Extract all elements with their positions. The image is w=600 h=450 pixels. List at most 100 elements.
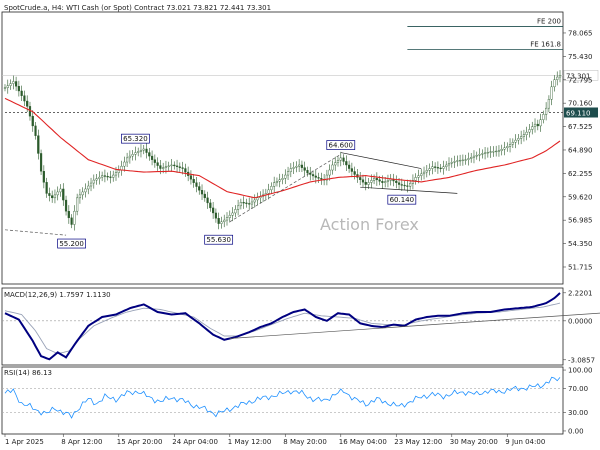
rsi-ytick-label: 100.00: [568, 367, 593, 375]
candle-body: [162, 167, 165, 169]
candle-body: [550, 86, 553, 100]
candle-body: [236, 205, 240, 210]
candle-body: [195, 182, 198, 187]
candle-body: [464, 159, 467, 161]
candle-body: [539, 119, 542, 127]
candle-body: [106, 176, 109, 178]
candle-body: [381, 181, 384, 183]
candle-body: [525, 131, 528, 135]
candle-body: [198, 186, 201, 191]
price-ytick-label: 67.525: [568, 123, 593, 131]
xtick-label: 16 May 04:00: [339, 438, 387, 446]
macd-signal-line: [4, 302, 561, 355]
price-ytick-label: 64.890: [568, 146, 593, 154]
candle-body: [414, 177, 417, 181]
candle-body: [306, 170, 309, 174]
candle-body: [109, 176, 112, 178]
trendline: [360, 186, 458, 194]
candle-body: [403, 184, 406, 187]
candle-body: [231, 212, 234, 216]
candle-body: [359, 177, 362, 180]
candle-body: [192, 178, 195, 183]
candle-body: [98, 176, 101, 179]
candle-body: [209, 202, 212, 209]
candle-body: [67, 210, 70, 219]
candle-body: [178, 166, 181, 168]
candle-body: [37, 135, 40, 154]
candle-body: [173, 164, 176, 167]
candle-body: [348, 164, 351, 169]
candle-body: [289, 168, 292, 172]
candle-body: [317, 177, 320, 179]
candle-body: [256, 197, 259, 201]
candle-body: [123, 161, 126, 167]
candle-body: [12, 81, 15, 84]
macd-line: [4, 292, 561, 361]
macd-ytick-label: -3.0857: [568, 356, 595, 364]
candle-body: [250, 201, 254, 205]
candle-body: [270, 186, 273, 191]
candle-body: [481, 153, 484, 155]
candle-body: [314, 175, 317, 178]
fib-level-label: FE 161.8: [530, 41, 561, 49]
candle-body: [545, 107, 548, 115]
candle-body: [114, 172, 118, 176]
candle-body: [200, 190, 204, 195]
candle-body: [78, 194, 82, 199]
candle-body: [242, 202, 245, 204]
candle-body: [23, 95, 26, 102]
candle-body: [17, 86, 20, 92]
current-price-label: 73.301: [566, 72, 591, 80]
candle-body: [181, 167, 184, 169]
candle-body: [400, 184, 403, 186]
point-label: 60.140: [390, 196, 415, 204]
rsi-ytick-label: 0.00: [568, 427, 584, 435]
candle-body: [542, 114, 545, 120]
candle-body: [212, 207, 215, 214]
candle-body: [278, 179, 281, 182]
candle-body: [467, 158, 470, 160]
level-badge: [564, 107, 598, 118]
candle-body: [203, 193, 206, 199]
candle-body: [478, 154, 481, 156]
candle-body: [239, 202, 242, 207]
candle-body: [48, 193, 51, 196]
candle-body: [167, 165, 170, 167]
candle-body: [367, 182, 370, 185]
candle-body: [361, 179, 365, 183]
candle-body: [101, 175, 104, 178]
candle-body: [284, 174, 287, 179]
candle-body: [217, 218, 220, 224]
candle-body: [245, 202, 248, 204]
moving-average-line: [4, 97, 561, 199]
point-label: 55.630: [206, 236, 231, 244]
candle-body: [76, 197, 79, 212]
trendline: [229, 154, 341, 223]
candle-body: [334, 162, 337, 166]
candle-body: [461, 159, 464, 161]
candle-body: [528, 129, 531, 133]
panel-frame-1: [1, 287, 564, 366]
moving-average: [4, 97, 561, 199]
price-ytick-label: 59.620: [568, 193, 593, 201]
candle-body: [311, 174, 315, 177]
candle-body: [553, 79, 556, 88]
candle-body: [531, 126, 534, 130]
candle-body: [364, 181, 367, 185]
rsi-panel: [2, 376, 563, 419]
candle-body: [447, 163, 451, 166]
candle-body: [31, 115, 34, 127]
candle-body: [64, 199, 68, 212]
candle-body: [145, 148, 148, 153]
candle-body: [489, 151, 492, 153]
candle-body: [453, 161, 456, 163]
candle-body: [164, 166, 168, 168]
candle-body: [303, 167, 306, 171]
candle-body: [508, 144, 512, 147]
candle-body: [439, 167, 442, 169]
current-price-badge: [563, 70, 599, 81]
price-ytick-label: 51.715: [568, 263, 593, 271]
candle-body: [84, 188, 87, 193]
